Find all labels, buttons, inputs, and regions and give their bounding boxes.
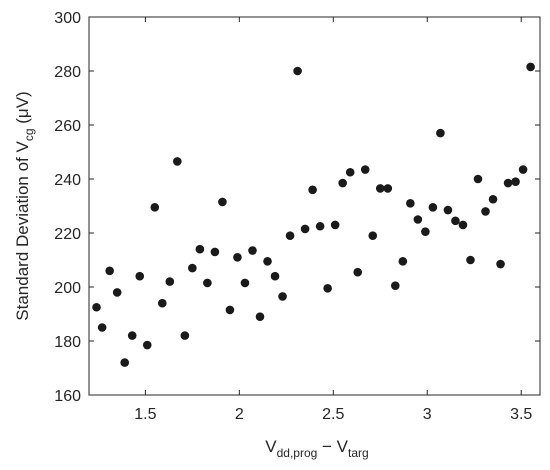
data-point (173, 157, 182, 166)
data-point (518, 165, 528, 174)
data-point (428, 203, 438, 212)
y-tick-label: 160 (54, 388, 81, 405)
data-point (142, 340, 152, 350)
data-point (338, 178, 347, 188)
data-point (375, 184, 385, 193)
data-point (458, 220, 468, 230)
x-tick-label: 3.5 (510, 406, 532, 423)
data-point (112, 288, 122, 297)
data-point (436, 128, 445, 138)
data-point (330, 220, 340, 230)
data-point (398, 257, 408, 266)
data-point (443, 205, 453, 215)
data-point (345, 167, 355, 177)
data-point (451, 216, 460, 226)
data-point (526, 62, 535, 72)
data-point (240, 278, 250, 288)
data-point (225, 305, 235, 315)
data-point (315, 221, 325, 231)
data-point (270, 271, 280, 281)
data-point (391, 281, 400, 290)
y-tick-label: 260 (54, 118, 81, 135)
x-tick-label: 2.5 (322, 406, 344, 423)
data-point (421, 227, 430, 236)
ticks: 1.5 2 2.5 3 3.5 160 180 200 220 240 260 280 300 (54, 10, 540, 423)
data-point (360, 165, 370, 174)
y-tick-label: 240 (54, 172, 81, 189)
data-point (488, 194, 498, 204)
y-tick-label: 220 (54, 226, 81, 243)
data-point (92, 302, 101, 312)
data-point (150, 203, 160, 212)
data-point (218, 197, 227, 207)
data-point (203, 278, 212, 288)
data-point (481, 207, 490, 216)
data-point (406, 199, 415, 208)
x-tick-label: 3 (423, 406, 432, 423)
data-point (210, 247, 220, 257)
data-point (157, 298, 167, 308)
data-point (368, 231, 378, 240)
x-tick-label: 1.5 (134, 406, 156, 423)
data-point (255, 312, 265, 322)
plot-frame (88, 16, 541, 396)
y-tick-label: 280 (54, 64, 81, 81)
y-tick-label: 180 (54, 334, 81, 351)
data-point (233, 252, 242, 262)
data-point (135, 271, 145, 281)
data-point (413, 215, 423, 224)
x-tick-label: 2 (235, 406, 244, 423)
data-point (188, 263, 197, 273)
data-point (473, 174, 483, 184)
data-point (105, 266, 114, 276)
data-point (248, 246, 257, 255)
data-point (308, 185, 317, 195)
y-tick-label: 300 (54, 10, 81, 27)
data-point (278, 292, 287, 301)
data-point (180, 331, 190, 340)
data-point (496, 259, 505, 269)
y-axis-label: Standard Deviation of Vcg (μV) (13, 91, 36, 320)
data-point (466, 255, 475, 265)
data-point (97, 323, 107, 332)
data-point (511, 177, 520, 186)
axes (88, 16, 541, 396)
data-point (120, 358, 130, 367)
data-point (503, 178, 513, 188)
y-tick-label: 200 (54, 280, 81, 297)
x-axis-label: Vdd,prog − Vtarg (265, 437, 368, 460)
data-point (353, 267, 363, 277)
data-point (383, 184, 393, 193)
data-point (323, 284, 332, 293)
data-point (263, 257, 272, 266)
data-point (300, 224, 310, 234)
data-point (285, 231, 295, 240)
data-point (293, 66, 302, 76)
data-point (127, 331, 137, 340)
data-point (165, 277, 175, 286)
data-point (195, 244, 205, 254)
data-points (92, 62, 535, 367)
